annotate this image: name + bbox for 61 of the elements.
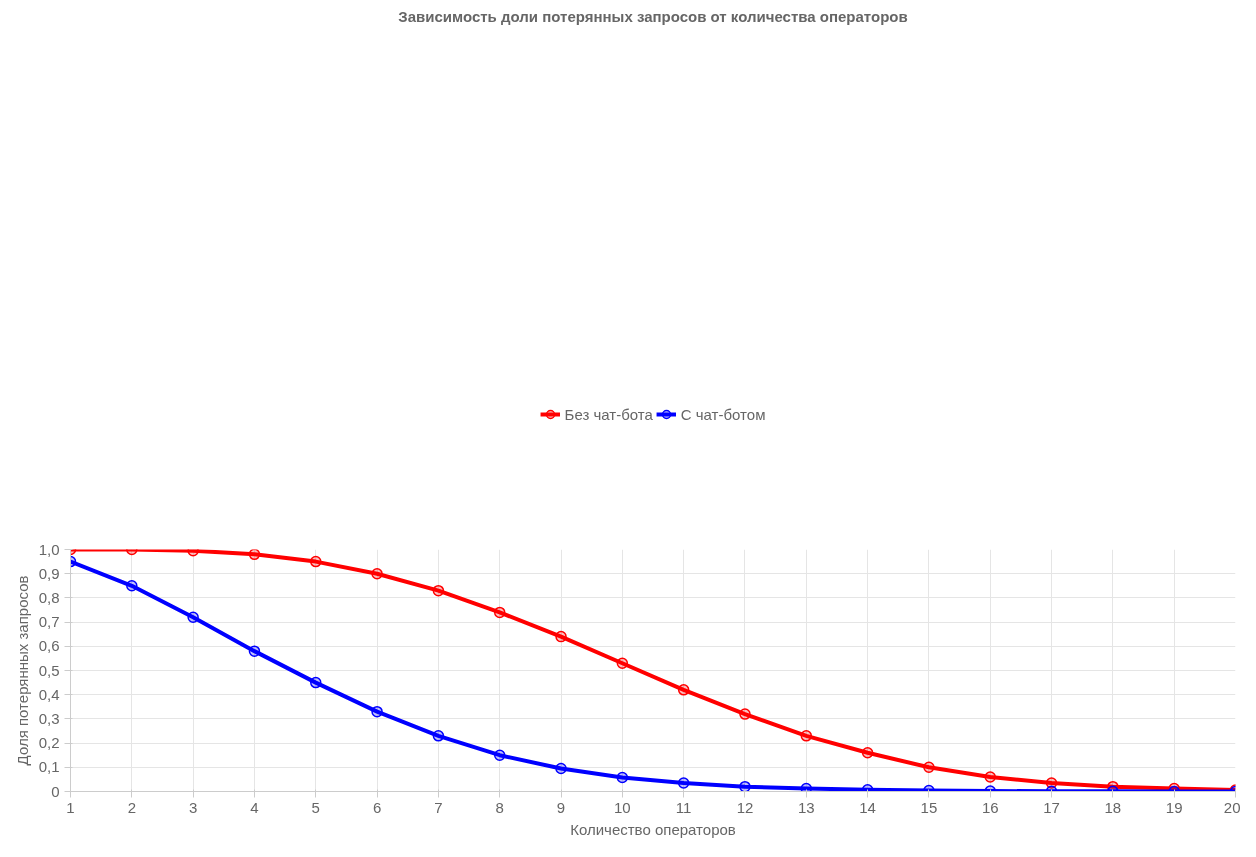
y-tick-label: 0,1: [38, 758, 60, 776]
y-tick-label: 0: [51, 782, 60, 800]
y-tick-label: 0,5: [38, 661, 60, 679]
x-tick-label: 3: [188, 798, 198, 816]
point: [739, 708, 751, 720]
chart-title: Зависимость доли потерянных запросов от количества операторов: [398, 7, 908, 25]
y-tick-label: 0,3: [38, 709, 60, 727]
y-tick-label: 0,9: [38, 564, 60, 582]
y-tick-label: 0,8: [38, 588, 60, 606]
point: [555, 630, 567, 643]
point: [371, 567, 383, 580]
x-tick-label: 19: [1165, 798, 1183, 816]
x-tick-label: 15: [920, 798, 938, 816]
point: [739, 780, 751, 792]
point: [800, 782, 813, 792]
y-tick-label: 1,0: [38, 540, 60, 558]
point: [800, 730, 813, 742]
x-tick-label: 2: [127, 798, 136, 816]
legend-label: Без чат-бота: [564, 405, 653, 423]
point: [984, 771, 996, 783]
point: [677, 777, 690, 789]
point: [616, 657, 629, 669]
y-tick-label: 0,6: [38, 637, 60, 655]
x-tick-label: 12: [736, 798, 754, 816]
point: [555, 762, 567, 775]
x-tick-label: 8: [495, 798, 504, 816]
x-tick-label: 17: [1043, 798, 1060, 816]
x-tick-label: 10: [614, 798, 631, 816]
point: [432, 730, 445, 742]
point: [493, 606, 506, 619]
x-tick-label: 11: [675, 798, 692, 816]
point: [616, 771, 629, 784]
point: [126, 580, 138, 592]
x-tick-label: 1: [66, 798, 75, 816]
point: [248, 645, 261, 657]
x-tick-label: 16: [981, 798, 999, 816]
point: [677, 684, 690, 696]
point: [248, 549, 261, 561]
x-tick-label: 18: [1104, 798, 1122, 816]
legend-label: С чат-ботом: [680, 405, 766, 423]
x-tick-label: 14: [859, 798, 876, 816]
x-tick-label: 6: [372, 798, 382, 816]
x-tick-label: 7: [434, 798, 443, 816]
point: [187, 611, 199, 623]
point: [310, 676, 322, 689]
x-tick-label: 20: [1223, 798, 1241, 816]
point: [923, 761, 935, 774]
x-tick-label: 13: [797, 798, 815, 816]
y-axis-title: Доля потерянных запросов: [13, 575, 31, 766]
x-axis-title: Количество операторов: [570, 820, 736, 838]
point: [493, 749, 506, 761]
y-tick-label: 0,7: [38, 613, 60, 631]
point: [371, 705, 383, 718]
point: [861, 747, 874, 759]
x-tick-label: 5: [311, 798, 320, 816]
y-tick-label: 0,2: [38, 734, 60, 752]
x-tick-label: 4: [250, 798, 259, 816]
x-tick-label: 9: [556, 798, 566, 816]
y-tick-label: 0,4: [38, 685, 60, 703]
point: [432, 584, 445, 597]
point: [310, 555, 322, 568]
